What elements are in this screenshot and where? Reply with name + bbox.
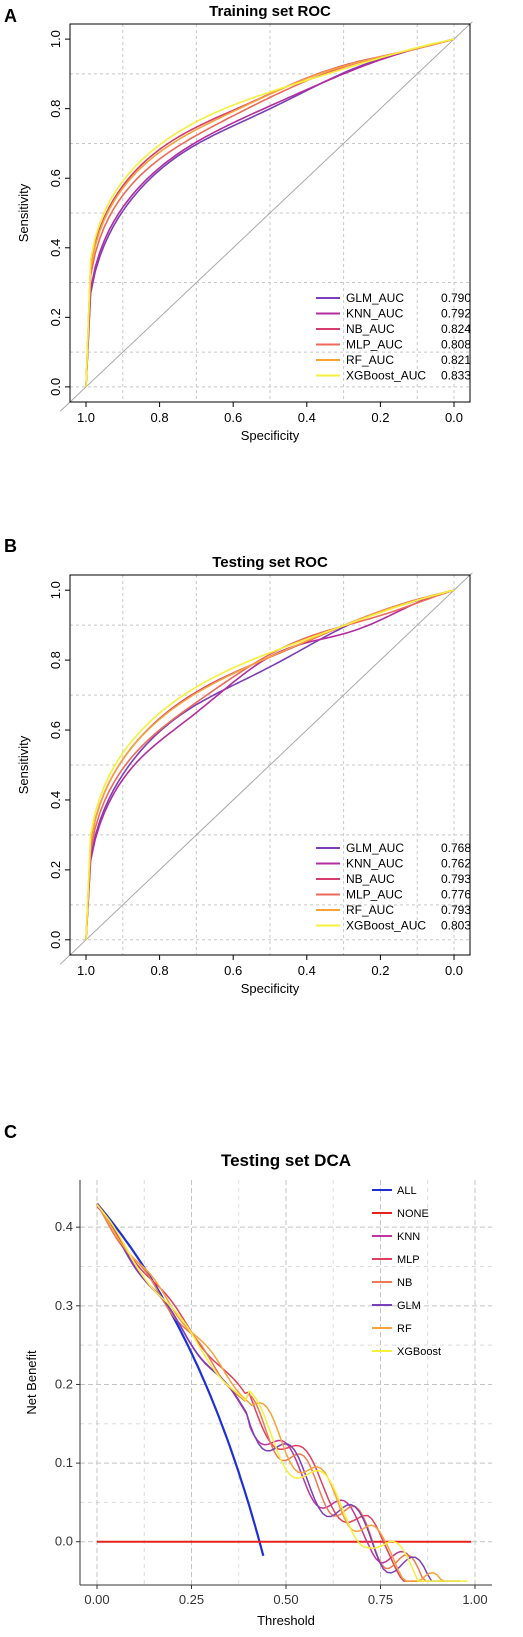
panel-letter-b: B <box>4 536 17 556</box>
x-tick-label: 0.2 <box>371 410 389 425</box>
x-axis-label: Threshold <box>257 1613 315 1628</box>
legend-label: MLP_AUC <box>346 338 403 352</box>
y-tick-label: 0.4 <box>55 1219 73 1234</box>
x-tick-label: 0.75 <box>368 1592 393 1607</box>
panel-letter-a: A <box>4 6 17 26</box>
legend-auc-value: 0.790 <box>441 291 471 305</box>
reference-diagonal <box>59 21 473 412</box>
y-axis-label: Sensitivity <box>16 183 31 242</box>
x-tick-label: 0.25 <box>179 1592 204 1607</box>
x-tick-label: 0.0 <box>445 963 463 978</box>
legend-auc-value: 0.793 <box>441 903 471 917</box>
reference-diagonal <box>59 572 473 965</box>
y-tick-label: 0.2 <box>48 861 63 879</box>
y-tick-label: 0.8 <box>48 100 63 118</box>
y-tick-label: 0.2 <box>55 1376 73 1391</box>
x-axis-label: Specificity <box>241 428 300 443</box>
legend-label: XGBoost_AUC <box>346 369 426 383</box>
legend-auc-value: 0.776 <box>441 888 471 902</box>
y-tick-label: 0.1 <box>55 1455 73 1470</box>
dca-testing-chart: 0.00 0.25 0.50 0.75 1.00 0.0 0.1 0.2 0.3 0.4 Testi… <box>24 1151 492 1628</box>
x-tick-label: 0.6 <box>224 410 242 425</box>
x-tick-label: 0.00 <box>84 1592 109 1607</box>
x-axis-label: Specificity <box>241 981 300 996</box>
legend-label: MLP_AUC <box>346 888 403 902</box>
x-tick-label: 0.2 <box>371 963 389 978</box>
legend-label: NB_AUC <box>346 872 395 886</box>
legend-label: ALL <box>397 1185 417 1197</box>
legend-auc-value: 0.762 <box>441 857 471 871</box>
legend-auc-value: 0.808 <box>441 338 471 352</box>
x-tick-label: 0.8 <box>151 410 169 425</box>
legend-label: KNN <box>397 1231 420 1243</box>
legend-label: NONE <box>397 1208 429 1220</box>
chart-title: Testing set ROC <box>212 554 328 571</box>
legend-auc-value: 0.824 <box>441 322 471 336</box>
legend-label: NB <box>397 1277 412 1289</box>
y-axis-label: Net Benefit <box>24 1350 39 1415</box>
roc-training-chart: 1.0 0.8 0.6 0.4 0.2 0.0 0.0 0.2 0.4 0.6 0.8 1.0 Trai… <box>16 3 473 443</box>
y-tick-label: 0.0 <box>48 378 63 396</box>
y-tick-label: 1.0 <box>48 30 63 48</box>
x-tick-label: 0.4 <box>298 963 316 978</box>
legend-auc-value: 0.792 <box>441 307 471 321</box>
roc-curve-xgboost <box>85 38 455 387</box>
legend-auc-value: 0.833 <box>441 369 471 383</box>
x-tick-label: 1.00 <box>462 1592 487 1607</box>
roc-curve-knn <box>85 38 455 387</box>
y-tick-label: 0.6 <box>48 721 63 739</box>
roc-curve-mlp <box>85 589 455 940</box>
x-tick-label: 0.0 <box>445 410 463 425</box>
y-tick-label: 0.6 <box>48 169 63 187</box>
roc-testing-chart: 1.0 0.8 0.6 0.4 0.2 0.0 0.0 0.2 0.4 0.6 0.8 1.0 Test… <box>16 554 473 996</box>
x-tick-label: 0.4 <box>298 410 316 425</box>
dca-curve-rf <box>96 1203 446 1582</box>
dca-curve-all <box>96 1202 265 1557</box>
y-tick-label: 0.4 <box>48 791 63 809</box>
legend-label: RF <box>397 1323 412 1335</box>
x-tick-label: 1.0 <box>77 963 95 978</box>
legend-auc-value: 0.768 <box>441 841 471 855</box>
roc-curve-xgboost <box>85 589 455 940</box>
y-tick-label: 0.8 <box>48 651 63 669</box>
legend-label: KNN_AUC <box>346 857 404 871</box>
dca-curve-mlp <box>96 1203 423 1582</box>
legend-label: XGBoost_AUC <box>346 919 426 933</box>
legend-label: MLP <box>397 1254 420 1266</box>
plot-frame <box>69 23 471 403</box>
legend-label: RF_AUC <box>346 353 394 367</box>
roc-curve-rf <box>85 589 455 940</box>
legend-label: XGBoost <box>397 1346 441 1358</box>
chart-title: Training set ROC <box>209 3 331 20</box>
legend-label: RF_AUC <box>346 903 394 917</box>
y-tick-label: 0.3 <box>55 1298 73 1313</box>
x-tick-label: 0.8 <box>151 963 169 978</box>
x-tick-label: 0.50 <box>273 1592 298 1607</box>
legend-auc-value: 0.821 <box>441 353 471 367</box>
legend-label: GLM_AUC <box>346 291 404 305</box>
y-tick-label: 0.4 <box>48 239 63 257</box>
legend-auc-value: 0.793 <box>441 872 471 886</box>
chart-title: Testing set DCA <box>221 1151 351 1170</box>
x-tick-label: 0.6 <box>224 963 242 978</box>
y-tick-label: 1.0 <box>48 581 63 599</box>
plot-frame <box>69 574 471 956</box>
y-tick-label: 0.2 <box>48 308 63 326</box>
x-tick-label: 1.0 <box>77 410 95 425</box>
panel-letter-c: C <box>4 1122 17 1142</box>
y-axis-label: Sensitivity <box>16 735 31 794</box>
y-tick-label: 0.0 <box>48 931 63 949</box>
legend-label: NB_AUC <box>346 322 395 336</box>
legend-label: GLM_AUC <box>346 841 404 855</box>
dca-curve-xgboost <box>96 1204 468 1582</box>
y-tick-label: 0.0 <box>55 1534 73 1549</box>
legend-label: KNN_AUC <box>346 307 404 321</box>
dca-curve-nb <box>96 1203 430 1582</box>
legend-label: GLM <box>397 1300 421 1312</box>
legend-auc-value: 0.803 <box>441 919 471 933</box>
